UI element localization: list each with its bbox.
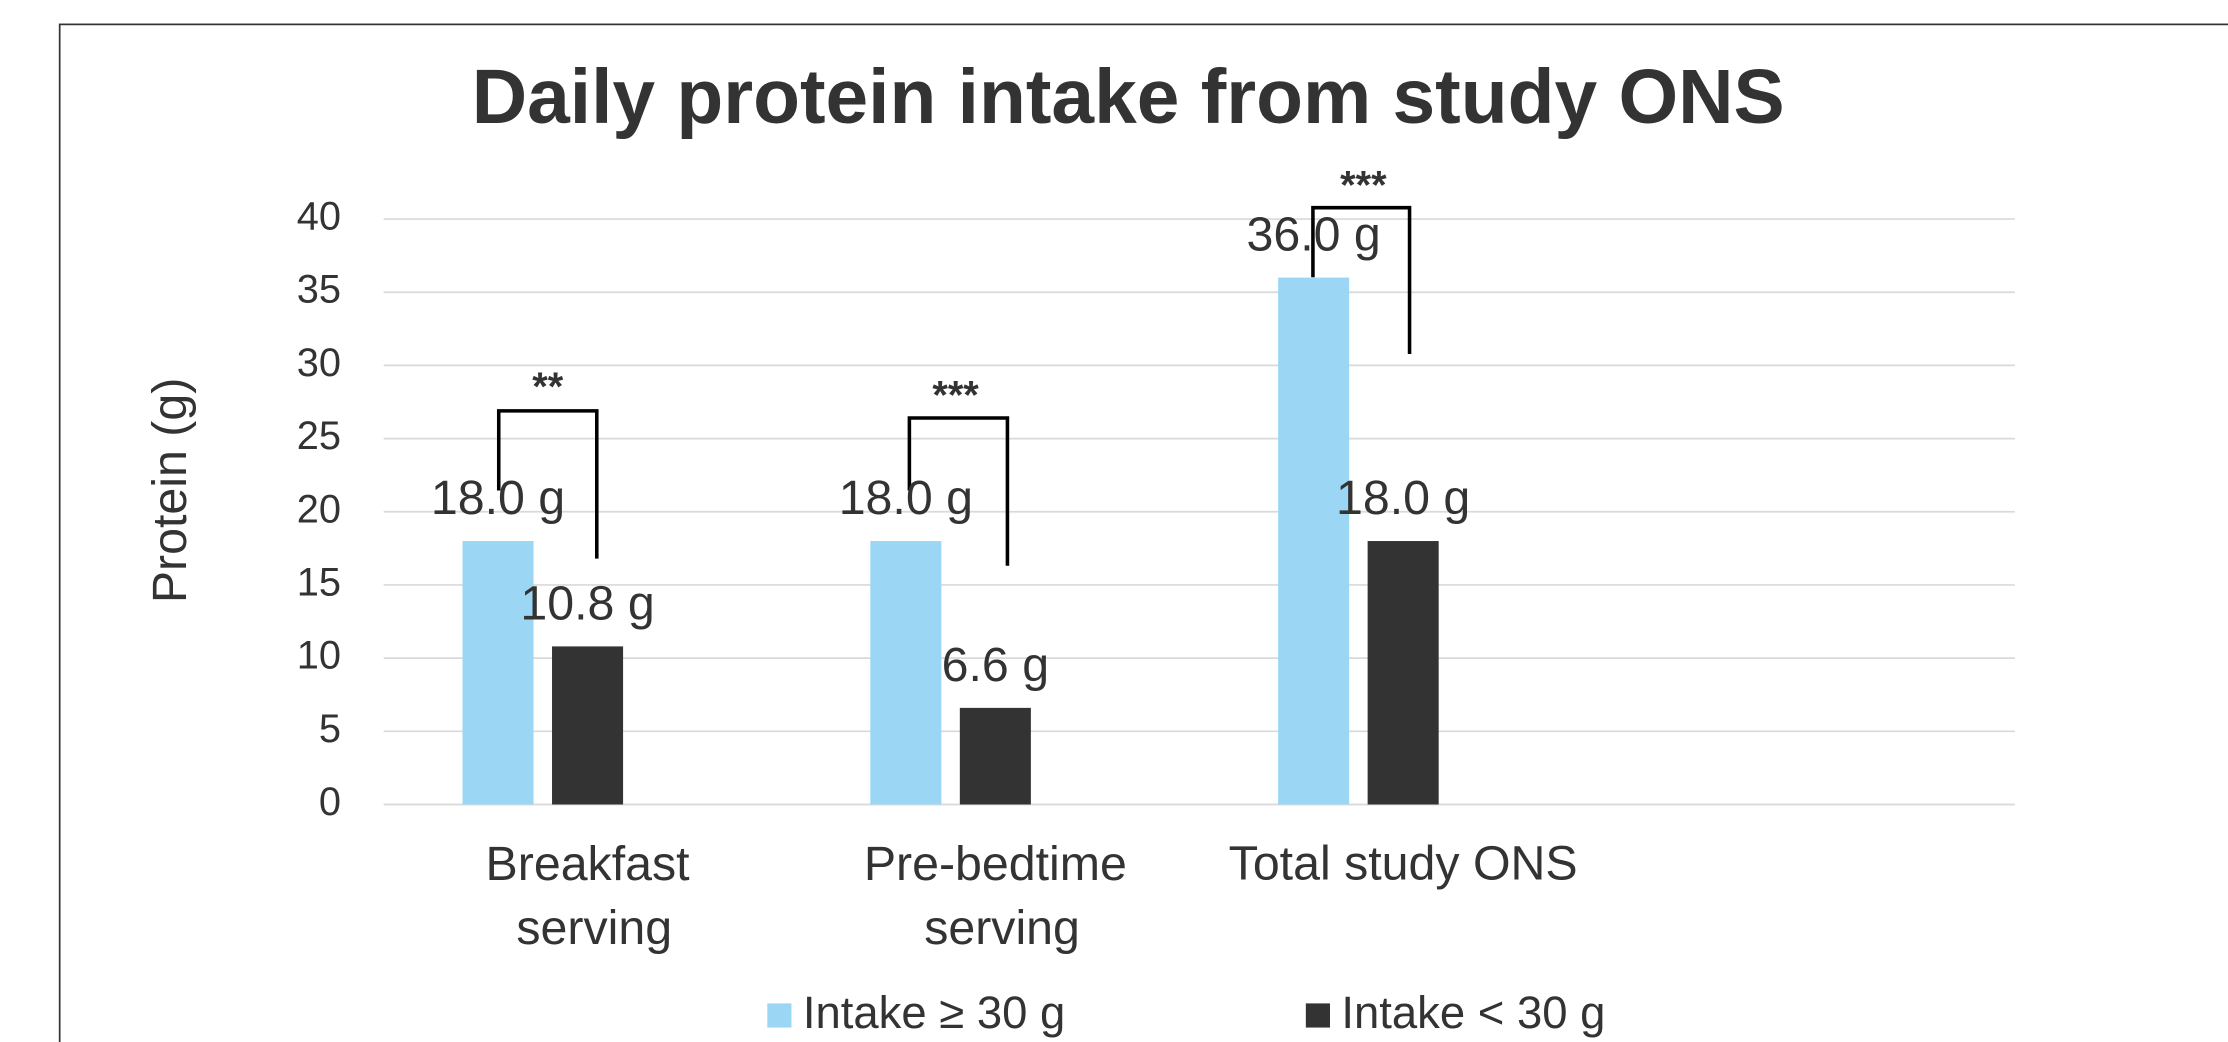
y-tick-label: 15 (297, 560, 341, 604)
significance-stars: *** (932, 374, 979, 418)
bar (959, 707, 1031, 805)
y-tick-label: 10 (297, 634, 341, 678)
y-tick-label: 30 (297, 341, 341, 385)
data-label: 18.0 g (839, 471, 973, 525)
legend-label: Intake ≥ 30 g (803, 987, 1066, 1038)
x-tick-label: Pre-bedtime serving (864, 837, 1127, 955)
x-tick-label: Breakfast serving (486, 837, 691, 955)
bracket (1311, 205, 1412, 355)
data-label: 18.0 g (1336, 471, 1470, 525)
data-label: 6.6 g (942, 638, 1049, 692)
bracket (907, 416, 1010, 566)
y-tick-label: 25 (297, 414, 341, 458)
legend-swatch (1305, 1003, 1330, 1028)
significance-stars: ** (532, 365, 563, 409)
bar (870, 541, 942, 805)
bar (1278, 277, 1350, 805)
grid (383, 218, 2015, 806)
significance-stars: *** (1340, 163, 1387, 207)
data-label: 10.8 g (520, 576, 654, 630)
bar (1367, 541, 1439, 805)
data-label: 18.0 g (431, 471, 565, 525)
chart-border (58, 23, 2228, 1042)
y-tick-label: 0 (319, 780, 341, 824)
x-tick-label: Total study ONS (1229, 837, 1578, 891)
chart-title: Daily protein intake from study ONS (472, 55, 1785, 140)
y-tick-label: 20 (297, 487, 341, 531)
legend-label: Intake < 30 g (1341, 987, 1605, 1038)
y-tick-label: 5 (319, 707, 341, 751)
y-axis-label: Protein (g) (143, 378, 197, 603)
bar (552, 646, 624, 805)
y-tick-label: 35 (297, 268, 341, 312)
bracket (496, 409, 599, 559)
data-label: 36.0 g (1246, 208, 1380, 262)
legend-swatch (767, 1003, 792, 1028)
y-tick-label: 40 (297, 195, 341, 239)
bar (462, 541, 534, 805)
significance-brackets (496, 205, 1412, 566)
